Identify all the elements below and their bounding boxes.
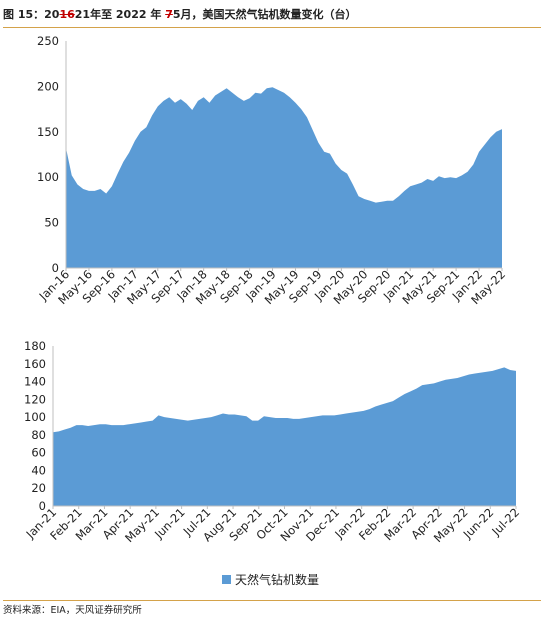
- y-tick-label: 0: [52, 261, 59, 275]
- y-tick-label: 100: [37, 170, 59, 184]
- y-tick-label: 160: [24, 357, 46, 371]
- y-tick-label: 250: [37, 34, 59, 48]
- source-note: 资料来源：EIA，天风证券研究所: [3, 605, 142, 616]
- title-suffix: 5月，美国天然气钻机数量变化（台）: [172, 8, 357, 21]
- chart-rig-count-2016-2022: 050100150200250Jan-16May-16Sep-16Jan-17M…: [36, 34, 508, 307]
- source-divider: [3, 600, 541, 601]
- legend: 天然气钻机数量: [222, 572, 319, 587]
- y-tick-label: 100: [24, 410, 46, 424]
- chart-rig-count-2021-2022: 020406080100120140160180Jan-21Feb-21Mar-…: [23, 339, 522, 587]
- y-tick-label: 80: [31, 428, 46, 442]
- y-tick-label: 120: [24, 392, 46, 406]
- title-struck-year: 16: [59, 8, 75, 21]
- legend-label: 天然气钻机数量: [235, 572, 319, 587]
- series-area: [53, 367, 516, 506]
- y-tick-label: 180: [24, 339, 46, 353]
- title-struck-month: 7: [165, 8, 173, 21]
- figure-title: 图 15：201621年至 2022 年 75月，美国天然气钻机数量变化（台）: [3, 3, 541, 27]
- series-area: [66, 87, 502, 268]
- y-tick-label: 60: [31, 446, 46, 460]
- y-tick-label: 150: [37, 125, 59, 139]
- y-tick-label: 200: [37, 79, 59, 93]
- y-tick-label: 50: [44, 216, 59, 230]
- legend-swatch: [222, 575, 231, 584]
- title-prefix: 图 15：20: [3, 8, 60, 21]
- y-tick-label: 0: [39, 499, 46, 513]
- y-tick-label: 40: [31, 463, 46, 477]
- y-tick-label: 20: [31, 481, 46, 495]
- title-divider: [3, 27, 541, 28]
- title-middle: 21年至 2022 年: [74, 8, 166, 21]
- y-tick-label: 140: [24, 375, 46, 389]
- x-tick-label: Jul-22: [488, 505, 522, 539]
